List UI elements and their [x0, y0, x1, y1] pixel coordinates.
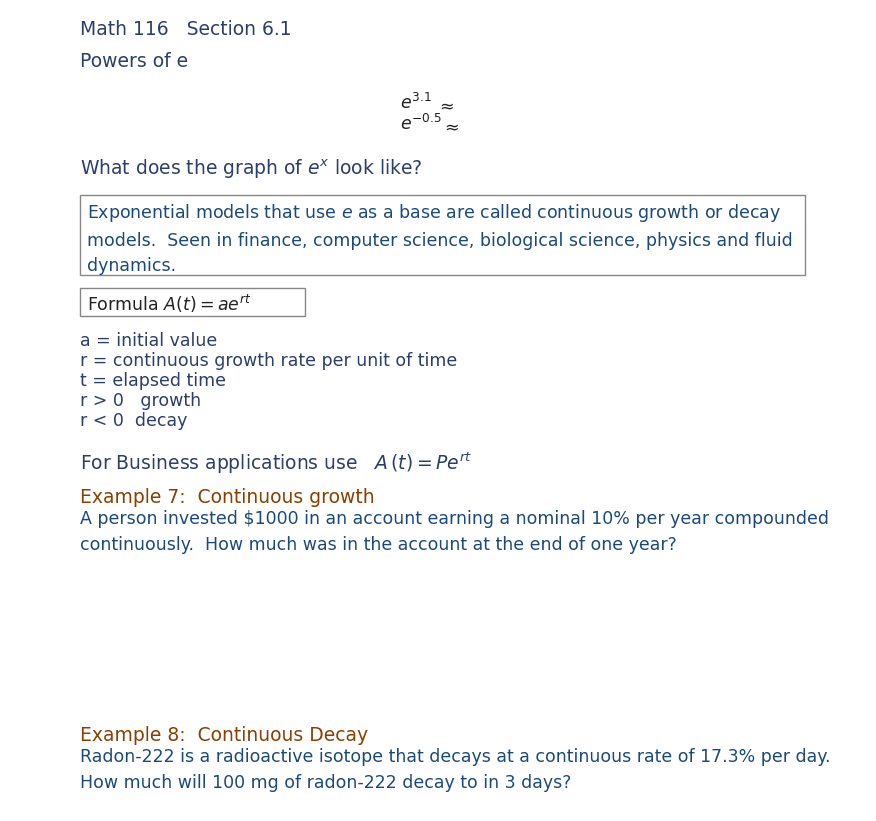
Text: Example 8:  Continuous Decay: Example 8: Continuous Decay	[80, 726, 368, 745]
FancyBboxPatch shape	[80, 195, 805, 275]
Text: a = initial value: a = initial value	[80, 332, 217, 350]
Text: $\approx$: $\approx$	[441, 117, 459, 135]
Text: Exponential models that use $e$ as a base are called continuous growth or decay
: Exponential models that use $e$ as a bas…	[87, 202, 793, 275]
Text: Math 116   Section 6.1: Math 116 Section 6.1	[80, 20, 292, 39]
Text: Formula $A(t) = ae^{rt}$: Formula $A(t) = ae^{rt}$	[87, 293, 251, 315]
Text: What does the graph of $e^x$ look like?: What does the graph of $e^x$ look like?	[80, 158, 423, 181]
Text: $e^{-0.5}$: $e^{-0.5}$	[400, 114, 442, 134]
Text: Example 7:  Continuous growth: Example 7: Continuous growth	[80, 488, 375, 507]
Text: $\approx$: $\approx$	[436, 96, 454, 114]
Text: r = continuous growth rate per unit of time: r = continuous growth rate per unit of t…	[80, 352, 457, 370]
Text: Radon-222 is a radioactive isotope that decays at a continuous rate of 17.3% per: Radon-222 is a radioactive isotope that …	[80, 748, 830, 791]
Text: Powers of e: Powers of e	[80, 52, 188, 71]
Text: r > 0   growth: r > 0 growth	[80, 392, 201, 410]
FancyBboxPatch shape	[80, 288, 305, 316]
Text: $e^{3.1}$: $e^{3.1}$	[400, 93, 432, 113]
Text: t = elapsed time: t = elapsed time	[80, 372, 226, 390]
Text: r < 0  decay: r < 0 decay	[80, 412, 187, 430]
Text: A person invested $1000 in an account earning a nominal 10% per year compounded
: A person invested $1000 in an account ea…	[80, 510, 829, 553]
Text: For Business applications use   $A\,(t) = Pe^{rt}$: For Business applications use $A\,(t) = …	[80, 450, 472, 475]
